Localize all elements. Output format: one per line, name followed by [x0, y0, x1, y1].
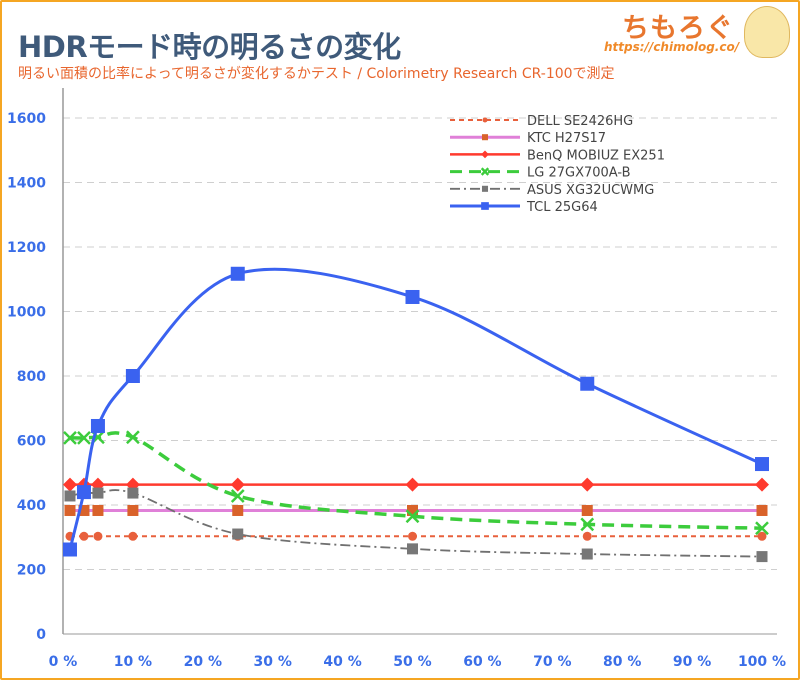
legend-item: BenQ MOBIUZ EX251	[450, 148, 665, 163]
marker-circle	[408, 531, 417, 541]
marker-square	[62, 542, 77, 557]
series-dell-se2426hg	[65, 531, 767, 541]
marker-square	[76, 485, 91, 500]
series-tcl-25g64	[62, 266, 769, 557]
marker-x	[755, 521, 769, 536]
chart-title: HDRモード時の明るさの変化	[18, 30, 401, 64]
x-tick-label: 60 %	[463, 654, 501, 670]
marker-x	[480, 167, 490, 176]
marker-x	[77, 431, 91, 445]
y-tick-label: 0	[36, 627, 46, 643]
y-tick-label: 200	[17, 563, 46, 579]
marker-square	[64, 504, 76, 516]
marker-square	[481, 134, 489, 141]
legend-item: ASUS XG32UCWMG	[450, 183, 654, 198]
legend-label: TCL 25G64	[526, 200, 598, 215]
legend-label: KTC H27S17	[527, 131, 606, 146]
x-tick-label: 50 %	[393, 654, 431, 670]
x-tick-label: 40 %	[323, 654, 361, 670]
marker-square	[230, 266, 245, 281]
marker-x	[230, 489, 245, 503]
marker-square	[755, 457, 769, 472]
marker-circle	[128, 531, 138, 541]
marker-square	[90, 418, 105, 433]
marker-square	[756, 551, 768, 563]
marker-x	[126, 430, 140, 445]
marker-diamond	[405, 477, 420, 492]
x-tick-label: 70 %	[533, 654, 571, 670]
marker-square	[127, 487, 139, 499]
series-ktc-h27s17	[64, 504, 768, 516]
legend-item: TCL 25G64	[450, 200, 598, 215]
marker-x	[63, 431, 77, 445]
marker-diamond	[755, 477, 769, 492]
logo-text: ちもろぐ	[622, 13, 734, 44]
x-tick-label: 30 %	[254, 654, 292, 670]
marker-square	[405, 289, 420, 304]
x-tick-label: 20 %	[184, 654, 222, 670]
y-tick-label: 1400	[7, 176, 46, 192]
marker-square	[232, 528, 244, 540]
y-tick-label: 1600	[7, 111, 46, 127]
y-tick-label: 1200	[7, 240, 46, 256]
x-tick-label: 10 %	[114, 654, 152, 670]
marker-square	[581, 504, 593, 516]
y-tick-label: 600	[17, 434, 46, 450]
x-tick-label: 90 %	[673, 654, 711, 670]
chart-subtitle: 明るい面積の比率によって明るさが変化するかテスト / Colorimetry R…	[18, 66, 615, 82]
marker-square	[407, 543, 418, 555]
series-benq-mobiuz-ex251	[62, 477, 769, 492]
marker-diamond	[481, 150, 489, 159]
y-tick-label: 800	[17, 369, 46, 385]
legend-item: DELL SE2426HG	[450, 114, 633, 129]
marker-circle	[79, 531, 89, 541]
x-tick-label: 100 %	[738, 654, 786, 670]
marker-diamond	[62, 477, 77, 492]
marker-circle	[582, 531, 592, 541]
legend-label: LG 27GX700A-B	[527, 166, 631, 181]
y-tick-label: 1000	[7, 305, 46, 321]
marker-circle	[93, 531, 103, 541]
logo-url: https://chimolog.co/	[604, 40, 740, 54]
marker-diamond	[230, 477, 245, 492]
marker-square	[64, 490, 76, 502]
marker-square	[127, 504, 139, 516]
marker-square	[581, 548, 593, 560]
marker-square	[92, 487, 104, 499]
legend-item: KTC H27S17	[450, 131, 606, 146]
marker-x	[405, 509, 420, 524]
marker-diamond	[580, 477, 595, 492]
marker-square	[481, 202, 489, 210]
marker-square	[78, 504, 90, 516]
marker-square	[92, 504, 104, 516]
x-tick-label: 0 %	[49, 654, 78, 670]
marker-square	[125, 369, 140, 383]
series-lg-27gx700a-b	[63, 430, 769, 536]
x-tick-label: 80 %	[603, 654, 641, 670]
marker-square	[756, 504, 768, 516]
y-tick-label: 400	[17, 498, 46, 514]
marker-square	[580, 376, 595, 391]
marker-square	[481, 185, 489, 192]
marker-circle	[757, 531, 767, 541]
legend-label: BenQ MOBIUZ EX251	[527, 148, 665, 163]
marker-square	[232, 504, 244, 516]
legend-label: DELL SE2426HG	[527, 114, 633, 129]
marker-x	[580, 517, 595, 532]
legend-label: ASUS XG32UCWMG	[527, 183, 654, 198]
legend-item: LG 27GX700A-B	[450, 166, 631, 181]
site-logo: ちもろぐ https://chimolog.co/	[604, 6, 794, 58]
marker-square	[407, 504, 418, 516]
mascot-icon	[744, 6, 790, 58]
marker-circle	[482, 117, 488, 123]
